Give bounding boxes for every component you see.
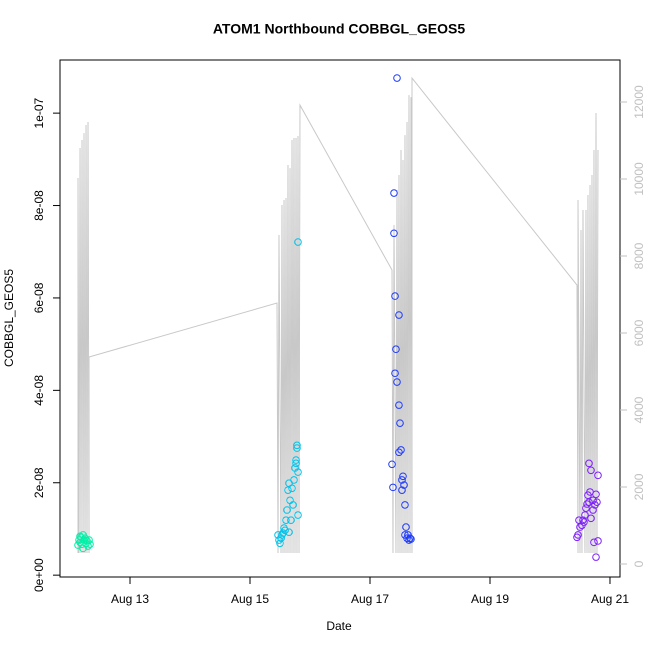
x-tick-label: Aug 21 — [591, 592, 629, 606]
point — [395, 311, 403, 319]
point — [395, 448, 403, 457]
point — [284, 486, 292, 494]
y2-tick-label: 0 — [632, 560, 646, 567]
point — [398, 476, 406, 484]
point — [276, 539, 284, 548]
point — [388, 460, 396, 469]
point — [283, 506, 291, 514]
x-tick-label: Aug 15 — [231, 592, 269, 606]
y-tick-label: 6e-08 — [32, 282, 46, 313]
point — [288, 484, 296, 493]
point — [277, 534, 285, 542]
point — [293, 441, 301, 450]
point — [293, 444, 301, 452]
x-tick-label: Aug 19 — [471, 592, 509, 606]
point — [85, 536, 93, 544]
y-tick-label: 4e-08 — [32, 375, 46, 406]
point — [400, 481, 408, 489]
point — [280, 524, 288, 532]
point — [390, 229, 398, 238]
point — [405, 536, 413, 544]
y2-tick-label: 4000 — [632, 396, 646, 423]
y2-tick-label: 10000 — [632, 162, 646, 196]
point — [392, 345, 400, 354]
point — [294, 511, 302, 519]
plot-box — [59, 59, 621, 578]
point — [396, 419, 404, 427]
point — [285, 528, 293, 536]
altitude-line — [77, 76, 599, 553]
chart-title: ATOM1 Northbound COBBGL_GEOS5 — [213, 21, 465, 37]
y2-tick-label: 12000 — [632, 85, 646, 119]
y-tick-label: 0e+00 — [32, 558, 46, 592]
point — [592, 490, 600, 499]
point — [395, 401, 403, 409]
point — [290, 476, 298, 484]
point — [294, 468, 302, 476]
point — [391, 292, 399, 300]
point — [594, 537, 602, 545]
point — [398, 486, 406, 494]
y2-tick-label: 6000 — [632, 319, 646, 346]
point — [402, 523, 410, 531]
point — [292, 456, 300, 464]
point — [585, 459, 593, 468]
point — [389, 483, 397, 492]
point — [292, 459, 300, 468]
point — [76, 538, 84, 547]
point — [585, 498, 593, 506]
point — [589, 506, 597, 514]
x-axis-label: Date — [326, 619, 352, 633]
point — [287, 516, 295, 524]
point — [589, 496, 597, 505]
point — [590, 538, 598, 547]
y-tick-label: 8e-08 — [32, 190, 46, 221]
point — [594, 471, 602, 480]
point — [406, 534, 414, 542]
point — [582, 504, 590, 512]
point — [391, 369, 399, 378]
point — [583, 500, 591, 508]
point — [587, 466, 595, 475]
point — [575, 516, 583, 524]
point — [593, 498, 601, 506]
x-tick-label: Aug 17 — [351, 592, 389, 606]
y-tick-label: 2e-08 — [32, 467, 46, 498]
point — [403, 534, 411, 542]
point — [79, 544, 87, 553]
point — [294, 238, 302, 246]
point — [574, 531, 582, 539]
point — [289, 501, 297, 509]
point — [86, 540, 94, 548]
point — [397, 446, 405, 454]
y2-tick-label: 8000 — [632, 242, 646, 269]
point — [76, 532, 84, 541]
point — [579, 516, 587, 524]
x-tick-label: Aug 13 — [111, 592, 149, 606]
point — [592, 553, 600, 561]
point — [587, 514, 595, 523]
y-axis-label: COBBGL_GEOS5 — [2, 269, 16, 367]
point — [393, 74, 401, 82]
point — [401, 501, 409, 509]
point — [282, 516, 290, 524]
point — [393, 378, 401, 386]
point — [399, 472, 407, 481]
y-tick-label: 1e-07 — [32, 97, 46, 128]
point — [390, 189, 398, 197]
y2-tick-label: 2000 — [632, 473, 646, 500]
